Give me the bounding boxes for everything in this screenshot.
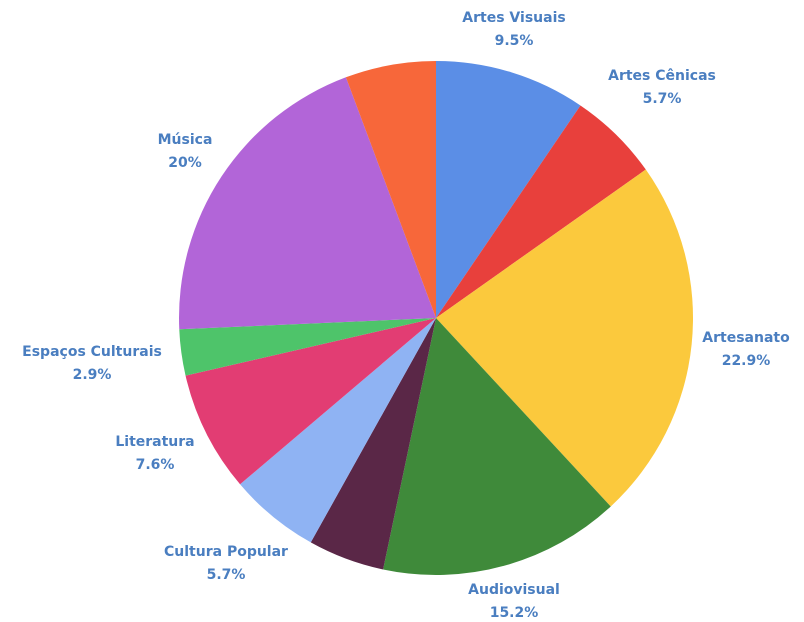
- pie-slice-cultura-popular: [240, 318, 436, 543]
- pie-slice-espacos-culturais: [179, 318, 436, 376]
- slice-value-label: 22.9%: [722, 353, 771, 369]
- pie-slice-musica: [179, 77, 436, 330]
- slice-value-label: 5.7%: [207, 567, 246, 583]
- pie-slice-artes-cenicas: [436, 105, 646, 318]
- slice-label: Literatura: [115, 434, 194, 450]
- slice-label: Espaços Culturais: [22, 344, 162, 360]
- pie-slices: [179, 61, 694, 576]
- slice-value-label: 7.6%: [136, 457, 175, 473]
- pie-slice-artesanato: [436, 169, 694, 507]
- pie-slice-audiovisual: [383, 318, 611, 576]
- pie-slice-4: [310, 318, 436, 570]
- slice-label: Artesanato: [702, 330, 790, 346]
- slice-label: Audiovisual: [468, 582, 560, 598]
- pie-slice-artes-visuais: [436, 61, 581, 318]
- slice-value-label: 5.7%: [643, 91, 682, 107]
- slice-label: Artes Cênicas: [608, 68, 716, 84]
- slice-value-label: 2.9%: [73, 367, 112, 383]
- slice-label: Música: [158, 132, 213, 148]
- slice-value-label: 15.2%: [490, 605, 539, 621]
- slice-label: Artes Visuais: [462, 10, 565, 26]
- slice-value-label: 20%: [168, 155, 202, 171]
- slice-value-label: 9.5%: [495, 33, 534, 49]
- pie-slice-literatura: [185, 318, 436, 485]
- pie-slice-9: [345, 61, 436, 318]
- slice-label: Cultura Popular: [164, 544, 288, 560]
- pie-labels: Artes Visuais 9.5% Artes Cênicas 5.7% Artesa…: [22, 10, 790, 621]
